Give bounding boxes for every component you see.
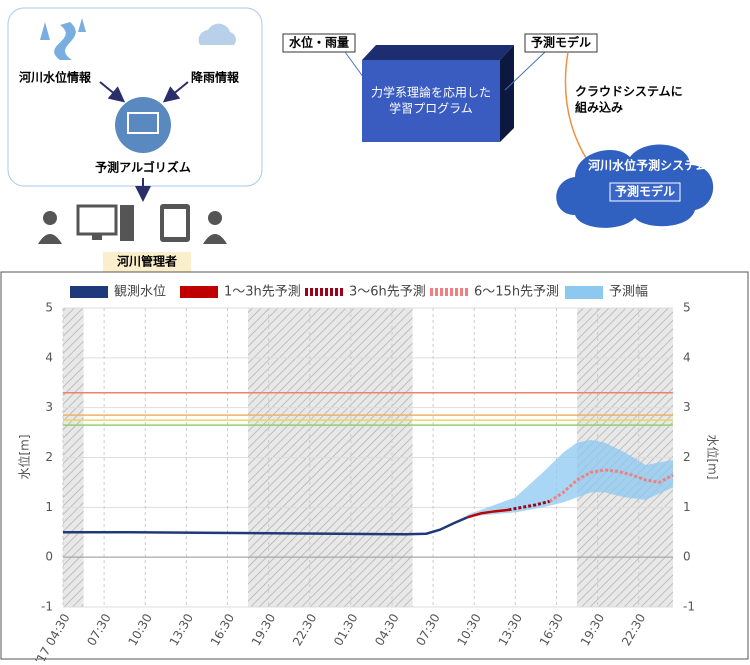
label: 水位・雨量 bbox=[289, 35, 349, 50]
label: 降雨情報 bbox=[191, 70, 240, 85]
series-line bbox=[63, 516, 468, 536]
model-box bbox=[524, 33, 598, 53]
program-box bbox=[362, 60, 500, 142]
legend-label: 1～3h先予測 bbox=[224, 285, 301, 300]
series-line bbox=[467, 508, 509, 519]
system-model-box bbox=[609, 182, 681, 202]
legend-label: 観測水位 bbox=[114, 285, 166, 300]
y2-tick-label: 3 bbox=[683, 400, 691, 414]
label: 予測モデル bbox=[615, 184, 675, 199]
tree-icon bbox=[40, 18, 86, 40]
forecast-band bbox=[467, 440, 673, 518]
series-line bbox=[548, 468, 674, 503]
manager-box bbox=[103, 252, 191, 272]
algorithm-icon bbox=[115, 97, 171, 153]
connector bbox=[504, 51, 546, 91]
legend-label: 3～6h先予測 bbox=[349, 285, 426, 300]
input-box bbox=[282, 33, 356, 53]
label: 予測アルゴリズム bbox=[95, 160, 191, 175]
monitor bbox=[127, 112, 159, 134]
label: 河川管理者 bbox=[116, 254, 177, 269]
river-icon bbox=[54, 22, 76, 60]
y2-tick-label: 0 bbox=[683, 550, 691, 564]
label: 予測モデル bbox=[531, 35, 591, 50]
box-side bbox=[500, 45, 514, 142]
user-icons bbox=[38, 204, 227, 244]
y2-tick-label: 4 bbox=[683, 350, 691, 364]
y2-axis-title: 水位[m] bbox=[706, 434, 721, 479]
y2-tick-label: 2 bbox=[683, 450, 691, 464]
arrow bbox=[162, 81, 189, 103]
label: 河川水位情報 bbox=[18, 70, 92, 85]
label: 学習プログラム bbox=[389, 101, 473, 116]
label: クラウドシステムに bbox=[575, 85, 683, 99]
y-tick-label: 5 bbox=[45, 301, 53, 315]
legend-label: 6～15h先予測 bbox=[474, 285, 559, 300]
box-top bbox=[362, 45, 514, 60]
y2-tick-label: 5 bbox=[683, 301, 691, 315]
y-tick-label: 1 bbox=[45, 500, 53, 514]
y2-tick-label: -1 bbox=[683, 600, 695, 614]
label: 力学系理論を応用した bbox=[371, 85, 491, 100]
y-tick-label: 2 bbox=[45, 450, 53, 464]
cloud-icon bbox=[198, 23, 236, 45]
legend-swatch bbox=[565, 286, 603, 299]
y-tick-label: 0 bbox=[45, 550, 53, 564]
y-tick-label: -1 bbox=[41, 600, 53, 614]
y-axis-title: 水位[m] bbox=[17, 434, 32, 479]
label: 河川水位予測システム bbox=[587, 158, 708, 173]
legend-label: 予測幅 bbox=[609, 285, 648, 300]
y-tick-label: 4 bbox=[45, 350, 53, 364]
series-line bbox=[508, 499, 550, 512]
arrow bbox=[99, 81, 126, 103]
diagram: 河川水位情報 降雨情報 予測アルゴリズム 河川管理者 水位・雨量 力学系理論を応… bbox=[7, 7, 714, 272]
y2-tick-label: 1 bbox=[683, 500, 691, 514]
label: 組み込み bbox=[575, 100, 623, 115]
y-tick-label: 3 bbox=[45, 400, 53, 414]
